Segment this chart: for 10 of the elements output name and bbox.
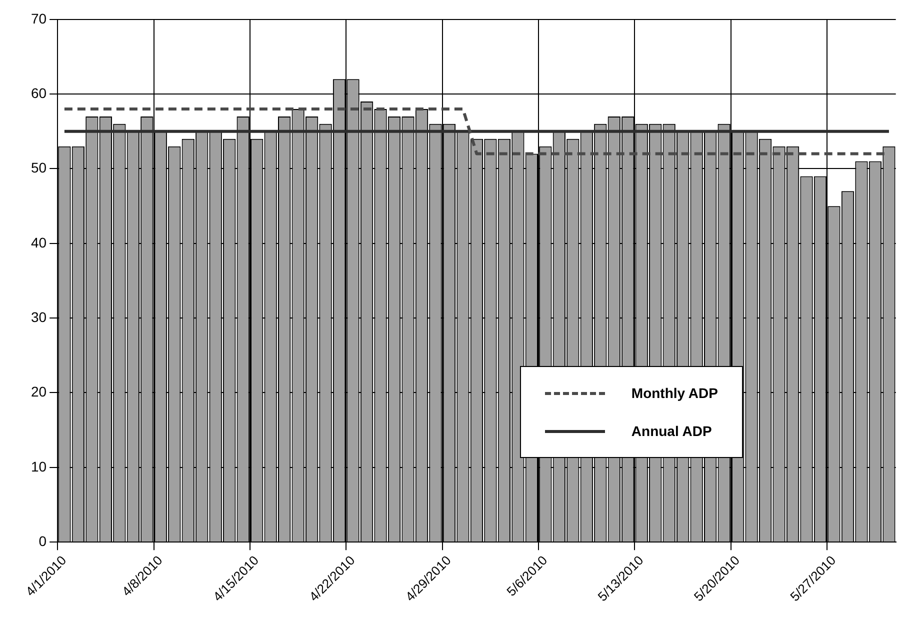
y-tick-label: 20	[30, 384, 47, 400]
y-tick-label: 10	[30, 458, 47, 474]
y-tick-label: 0	[38, 532, 47, 549]
legend-label: Annual ADP	[631, 423, 712, 439]
y-tick-label: 40	[30, 234, 47, 250]
y-tick-label: 50	[30, 160, 47, 176]
y-tick-label: 30	[30, 308, 47, 325]
y-tick-label: 60	[30, 84, 47, 101]
legend-label: Monthly ADP	[631, 385, 718, 401]
y-tick-label: 70	[30, 10, 47, 26]
